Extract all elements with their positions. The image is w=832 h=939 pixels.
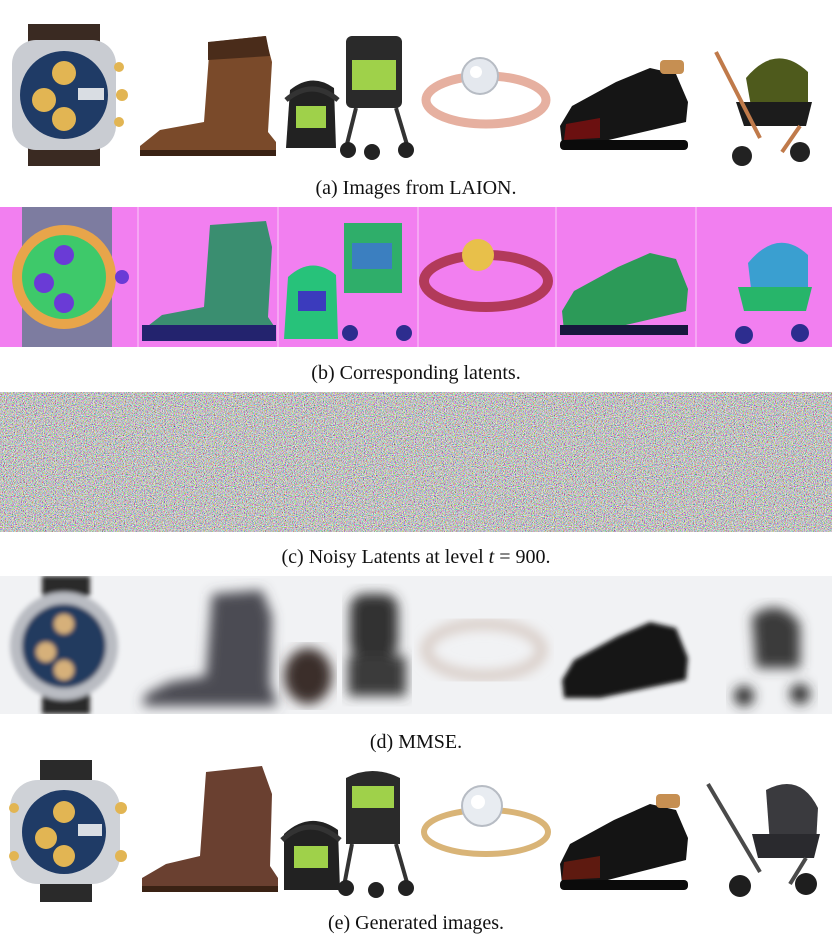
caption-c-suffix: = 900. — [494, 546, 551, 568]
latent-pram-icon — [735, 242, 812, 344]
latent-ring-icon — [419, 239, 553, 312]
latent-boot-icon — [142, 221, 276, 341]
caption-c-prefix: (c) Noisy Latents at level — [281, 546, 489, 568]
gen-boot-icon — [142, 766, 278, 892]
stroller-icon — [340, 36, 414, 160]
latents-row — [0, 207, 832, 347]
ring-icon — [421, 57, 551, 129]
gen-stroller-icon — [338, 771, 414, 898]
mmse-stroller-icon — [348, 594, 406, 696]
mmse-shoe-icon — [562, 622, 688, 698]
caption-d: (d) MMSE. — [369, 731, 463, 753]
mmse-boot-icon — [142, 590, 278, 706]
noisy-latents-row — [0, 392, 832, 532]
laion-images-row — [0, 22, 832, 167]
latent-car-seat-icon — [284, 265, 338, 339]
latent-stroller-icon — [342, 223, 412, 341]
gen-car-seat-icon — [280, 820, 342, 890]
boot-icon — [140, 36, 276, 156]
caption-c: (c) Noisy Latents at level t = 900. — [0, 545, 832, 569]
caption-c-variable: t — [488, 546, 495, 568]
caption-e: (e) Generated images. — [327, 912, 504, 934]
mmse-row — [0, 576, 832, 714]
car-seat-icon — [284, 80, 340, 148]
pram-icon — [714, 51, 812, 166]
gen-ring-icon — [421, 785, 551, 857]
gen-shoe-icon — [560, 794, 688, 890]
mmse-pram-icon — [734, 607, 810, 706]
mmse-car-seat-icon — [284, 648, 332, 704]
latent-watch-icon — [12, 207, 129, 347]
watch-icon — [12, 24, 128, 166]
mmse-watch-icon — [10, 576, 118, 714]
generated-images-row — [0, 760, 832, 902]
dress-shoe-icon — [560, 60, 688, 150]
latent-shoe-icon — [560, 253, 688, 335]
caption-b: (b) Corresponding latents. — [311, 362, 521, 384]
caption-a: (a) Images from LAION. — [315, 177, 517, 199]
mmse-ring-icon — [422, 620, 546, 680]
gen-pram-icon — [706, 782, 820, 897]
gen-watch-icon — [9, 760, 127, 902]
